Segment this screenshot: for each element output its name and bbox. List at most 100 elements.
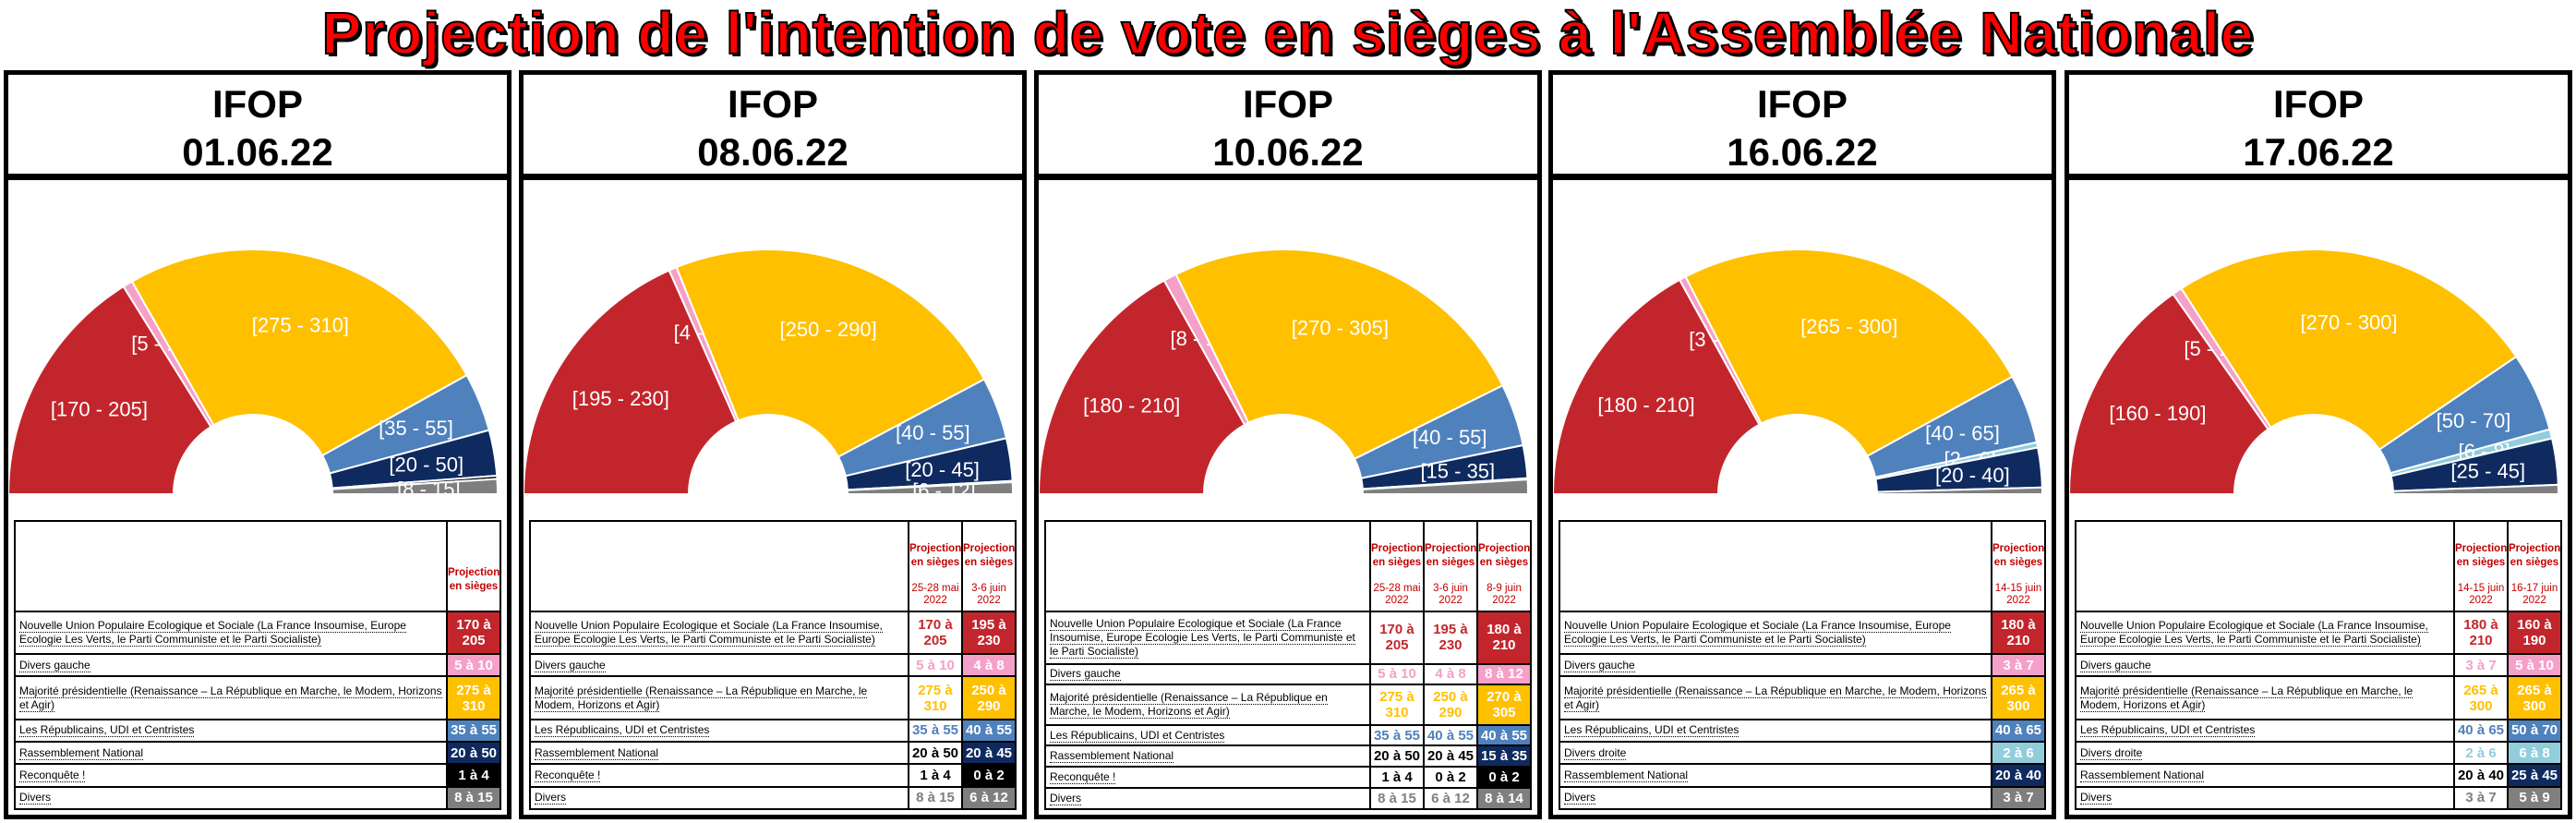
seat-chart: [180 - 210] [8 - 12] [270 - 305] [40 - 55][… — [1039, 184, 1537, 514]
seat-range-cell: 250 à 290 — [1423, 684, 1478, 726]
table-row: Les Républicains, UDI et Centristes 35 à … — [529, 718, 1017, 743]
seat-range-cell: 8 à 14 — [1476, 787, 1532, 810]
seat-range-cell: 265 à 300 — [2453, 675, 2509, 720]
seat-projection-table: Projection en sièges 25-28 mai 2022 Projec… — [1044, 520, 1532, 810]
party-label-cell: Majorité présidentielle (Renaissance – L… — [529, 675, 909, 720]
party-name: Divers — [1564, 791, 1596, 805]
party-name: Divers gauche — [1050, 667, 1121, 682]
seat-range-cell: 20 à 50 — [908, 740, 963, 766]
party-label-cell: Divers droite — [1559, 740, 1992, 766]
party-label-cell: Divers — [1044, 787, 1371, 810]
party-name: Nouvelle Union Populaire Ecologique et S… — [2080, 619, 2428, 648]
segment-label: [275 - 310] — [252, 314, 349, 337]
seat-range-cell: 4 à 8 — [961, 653, 1017, 678]
segment-label: [35 - 55] — [379, 417, 453, 440]
segment-label: [50 - 70] — [2437, 409, 2511, 432]
party-label-cell: Divers — [2075, 785, 2455, 811]
table-row: Les Républicains, UDI et Centristes 40 à … — [2075, 718, 2562, 743]
party-name: Rassemblement National — [1564, 768, 1689, 782]
party-label-cell: Divers gauche — [1559, 653, 1992, 678]
table-corner — [2075, 520, 2455, 612]
table-corner — [1044, 520, 1371, 612]
party-label-cell: Nouvelle Union Populaire Ecologique et S… — [2075, 610, 2455, 656]
table-row: Reconquête ! 1 à 4 — [14, 763, 501, 788]
chart-segment — [8, 284, 212, 495]
segment-label: [40 - 65] — [1925, 421, 2000, 444]
seat-range-cell: 20 à 50 — [1369, 744, 1425, 769]
party-name: Majorité présidentielle (Renaissance – L… — [535, 684, 868, 712]
table-row: Divers droite 2 à 6 — [1559, 740, 2046, 766]
seat-range-cell: 25 à 45 — [2507, 763, 2562, 788]
party-name: Les Républicains, UDI et Centristes — [2080, 723, 2256, 738]
poll-source: IFOP — [1756, 82, 1848, 126]
seat-range-cell: 180 à 210 — [1991, 610, 2046, 656]
column-header: Projection en sièges — [446, 520, 501, 612]
page-title: Projection de l'intention de vote en siè… — [321, 0, 2255, 67]
poll-panel: IFOP 10.06.22 [180 - 210] [8 - 12] [270 - 30… — [1034, 70, 1542, 819]
seat-range-cell: 4 à 8 — [1423, 662, 1478, 686]
table-row: Rassemblement National 20 à 50 20 à 45 — [529, 740, 1017, 766]
column-header-label: Projection en sièges — [448, 567, 500, 592]
table-row: Nouvelle Union Populaire Ecologique et S… — [1044, 611, 1532, 665]
seat-range-cell: 270 à 305 — [1476, 684, 1532, 726]
seat-range-cell: 3 à 7 — [2453, 785, 2509, 811]
seat-chart: [180 - 210] [3 - 7] [265 - 300] [40 - 65] [2… — [1553, 184, 2052, 514]
segment-label: [180 - 210] — [1083, 394, 1180, 418]
column-header-period: 16-17 juin 2022 — [2510, 583, 2558, 606]
column-header: Projection en sièges 14-15 juin 2022 — [2453, 520, 2509, 612]
seat-range-cell: 3 à 7 — [1991, 785, 2046, 811]
seat-range-cell: 1 à 4 — [446, 763, 501, 788]
segment-label: [15 - 35] — [1420, 460, 1495, 483]
column-header-label: Projection en sièges — [963, 543, 1016, 568]
party-label-cell: Reconquête ! — [1044, 766, 1371, 790]
table-row: Divers 3 à 7 — [1559, 785, 2046, 811]
party-label-cell: Majorité présidentielle (Renaissance – L… — [1559, 675, 1992, 720]
seat-range-cell: 40 à 65 — [1991, 718, 2046, 743]
seat-range-cell: 6 à 8 — [2507, 740, 2562, 766]
seat-range-cell: 6 à 12 — [961, 785, 1017, 811]
party-name: Nouvelle Union Populaire Ecologique et S… — [535, 619, 883, 648]
party-name: Divers droite — [1564, 745, 1627, 760]
column-header: Projection en sièges 16-17 juin 2022 — [2507, 520, 2562, 612]
party-name: Divers gauche — [2080, 658, 2151, 672]
column-header-period: 14-15 juin 2022 — [1994, 583, 2042, 606]
party-label-cell: Divers — [14, 785, 448, 811]
poll-date: 01.06.22 — [182, 130, 333, 174]
party-label-cell: Nouvelle Union Populaire Ecologique et S… — [529, 610, 909, 656]
table-row: Rassemblement National 20 à 50 20 à 45 15 à… — [1044, 744, 1532, 769]
chart-segment — [675, 248, 986, 458]
party-name: Divers — [2080, 791, 2113, 805]
party-name: Nouvelle Union Populaire Ecologique et S… — [1050, 616, 1355, 659]
party-label-cell: Divers gauche — [14, 653, 448, 678]
seat-range-cell: 8 à 15 — [446, 785, 501, 811]
seat-range-cell: 2 à 6 — [2453, 740, 2509, 766]
party-name: Rassemblement National — [535, 745, 659, 760]
column-header-period: 25-28 mai 2022 — [1373, 583, 1421, 606]
table-row: Nouvelle Union Populaire Ecologique et S… — [2075, 610, 2562, 656]
segment-label: [20 - 50] — [389, 454, 463, 477]
seat-range-cell: 1 à 4 — [1369, 766, 1425, 790]
column-header-label: Projection en sièges — [1371, 543, 1424, 568]
panel-header: IFOP 01.06.22 — [8, 75, 507, 180]
table-row: Les Républicains, UDI et Centristes 35 à … — [14, 718, 501, 743]
table-row: Divers gauche 5 à 10 — [14, 653, 501, 678]
table-corner — [14, 520, 448, 612]
party-name: Majorité présidentielle (Renaissance – L… — [1050, 690, 1328, 719]
panel-header: IFOP 17.06.22 — [2069, 75, 2568, 180]
seat-range-cell: 170 à 205 — [1369, 611, 1425, 665]
seat-range-cell: 20 à 45 — [961, 740, 1017, 766]
poll-date: 08.06.22 — [697, 130, 849, 174]
seat-range-cell: 2 à 6 — [1991, 740, 2046, 766]
seat-range-cell: 0 à 2 — [1476, 766, 1532, 790]
poll-panel: IFOP 17.06.22 [160 - 190] [5 - 10] [270 - 30… — [2064, 70, 2572, 819]
half-donut-chart: [180 - 210][3 - 7][265 - 300][40 - 65][2… — [1553, 248, 2044, 495]
seat-range-cell: 8 à 12 — [1476, 662, 1532, 686]
seat-range-cell: 20 à 40 — [2453, 763, 2509, 788]
poll-date: 17.06.22 — [2243, 130, 2394, 174]
seat-projection-table: Projection en sièges 14-15 juin 2022 Nouve… — [1559, 520, 2046, 811]
table-row: Nouvelle Union Populaire Ecologique et S… — [529, 610, 1017, 656]
